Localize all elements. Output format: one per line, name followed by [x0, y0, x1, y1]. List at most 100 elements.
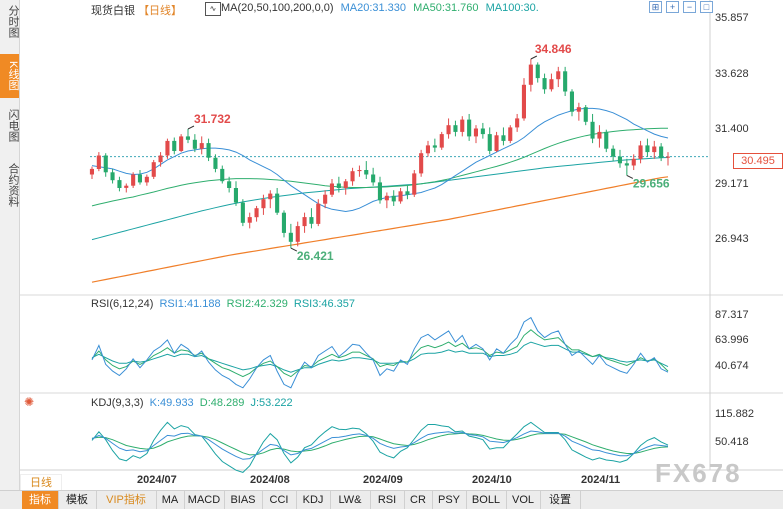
candle-body: [405, 191, 410, 195]
candle-body: [652, 146, 657, 153]
candle-body: [165, 140, 170, 156]
candle-body: [624, 163, 629, 166]
side-tab-bar: 分时图 K线图 闪电图 合约资料: [0, 0, 20, 490]
candle-body: [377, 182, 382, 201]
candle-body: [439, 134, 444, 148]
x-axis-label: 2024/11: [581, 474, 621, 486]
instrument-name: 现货白银: [91, 5, 135, 17]
kline-chart-svg[interactable]: 34.846 26.421 31.732 29.656: [20, 0, 783, 490]
candle-body: [563, 71, 568, 92]
toolbar-bias[interactable]: BIAS: [224, 491, 263, 509]
k-value: K:49.933: [149, 397, 194, 409]
rsi-tick: 87.317: [715, 309, 749, 321]
candle-body: [453, 125, 458, 132]
toolbar-psy[interactable]: PSY: [432, 491, 467, 509]
candle-body: [323, 194, 328, 204]
candle-body: [220, 168, 225, 182]
candle-body: [144, 176, 149, 183]
ma200-line: [91, 176, 669, 283]
rsi-tick: 40.674: [715, 360, 749, 372]
tab-flash-chart[interactable]: 闪电图: [7, 108, 19, 142]
candle-body: [261, 199, 266, 209]
kdj-header: KDJ(9,3,3) K:49.933 D:48.289 J:53.222: [91, 397, 293, 409]
high-annotation-2: 31.732: [194, 112, 231, 126]
candle-body: [240, 202, 245, 223]
candle-body: [398, 191, 403, 202]
candle-body: [412, 173, 417, 195]
watermark-logo: FX678: [655, 458, 742, 488]
toolbar-indicator[interactable]: 指标: [22, 491, 59, 509]
x-axis-label: 2024/09: [363, 474, 403, 486]
candle-body: [487, 134, 492, 151]
candle-body: [247, 217, 252, 223]
candle-body: [583, 107, 588, 122]
price-tick: 35.857: [715, 12, 749, 24]
candle-body: [617, 156, 622, 164]
toolbar-macd[interactable]: MACD: [184, 491, 225, 509]
low-annotation-2-marker: [626, 174, 634, 179]
toolbar-cr[interactable]: CR: [404, 491, 433, 509]
candle-body: [357, 170, 362, 172]
candle-body: [473, 128, 478, 137]
fit-icon[interactable]: ⊞: [649, 1, 662, 13]
candle-body: [521, 84, 526, 119]
candle-body: [151, 162, 156, 177]
candle-body: [446, 125, 451, 135]
toolbar-kdj[interactable]: KDJ: [296, 491, 331, 509]
candle-body: [350, 171, 355, 182]
candle-body: [233, 188, 238, 203]
rsi2-line: [91, 329, 669, 378]
candle-body: [460, 119, 465, 132]
low-annotation-2: 29.656: [633, 176, 670, 190]
toolbar-settings[interactable]: 设置: [540, 491, 581, 509]
tab-contract-info[interactable]: 合约资料: [7, 163, 19, 207]
candle-body: [597, 131, 602, 139]
zoom-out-icon[interactable]: −: [683, 1, 696, 13]
kdj-d-line: [91, 432, 669, 456]
candle-body: [302, 217, 307, 227]
candle-body: [89, 168, 94, 175]
toolbar-template[interactable]: 模板: [58, 491, 97, 509]
toolbar-rsi[interactable]: RSI: [370, 491, 405, 509]
candle-body: [638, 145, 643, 159]
toolbar-vol[interactable]: VOL: [506, 491, 541, 509]
candle-body: [192, 139, 197, 149]
candle-body: [576, 107, 581, 112]
rsi2-value: RSI2:42.329: [226, 298, 288, 310]
ma-legend: MA(20,50,100,200,0,0) MA20:31.330 MA50:3…: [221, 2, 539, 14]
candle-body: [275, 193, 280, 213]
toolbar-lw[interactable]: LW&: [330, 491, 371, 509]
indicator-settings-icon[interactable]: ✺: [24, 395, 35, 409]
candle-body: [336, 183, 341, 188]
kdj-tick: 50.418: [715, 436, 749, 448]
rsi1-line: [91, 316, 669, 389]
candle-body: [631, 158, 636, 166]
candle-body: [158, 155, 163, 163]
x-axis-label: 2024/07: [137, 474, 177, 486]
candle-body: [590, 121, 595, 139]
toolbar-vip-indicator[interactable]: VIP指标: [96, 491, 157, 509]
candle-body: [604, 131, 609, 149]
candle-body: [556, 71, 561, 80]
rsi3-value: RSI3:46.357: [293, 298, 356, 310]
tab-kline[interactable]: K线图: [0, 54, 19, 98]
ma-settings-icon[interactable]: ∿: [205, 2, 221, 16]
zoom-in-icon[interactable]: +: [666, 1, 679, 13]
candle-body: [206, 143, 211, 158]
candle-body: [384, 195, 389, 201]
toolbar-ma[interactable]: MA: [156, 491, 185, 509]
kdj-tick: 115.882: [715, 408, 754, 420]
indicator-toolbar: 指标 模板 VIP指标 MA MACD BIAS CCI KDJ LW& RSI…: [0, 490, 783, 509]
toolbar-cci[interactable]: CCI: [262, 491, 297, 509]
fullscreen-icon[interactable]: □: [700, 1, 713, 13]
candle-body: [569, 91, 574, 112]
candle-body: [665, 156, 670, 158]
chart-area: 34.846 26.421 31.732 29.656 现货白银 【日线】 ∿ MA(…: [20, 0, 783, 490]
candle-body: [96, 155, 101, 169]
toolbar-boll[interactable]: BOLL: [466, 491, 507, 509]
candle-body: [542, 78, 547, 90]
candle-body: [179, 136, 184, 151]
high-annotation: 34.846: [535, 42, 572, 56]
ma-params: MA(20,50,100,200,0,0): [221, 2, 334, 14]
tab-time-sharing[interactable]: 分时图: [7, 4, 19, 38]
